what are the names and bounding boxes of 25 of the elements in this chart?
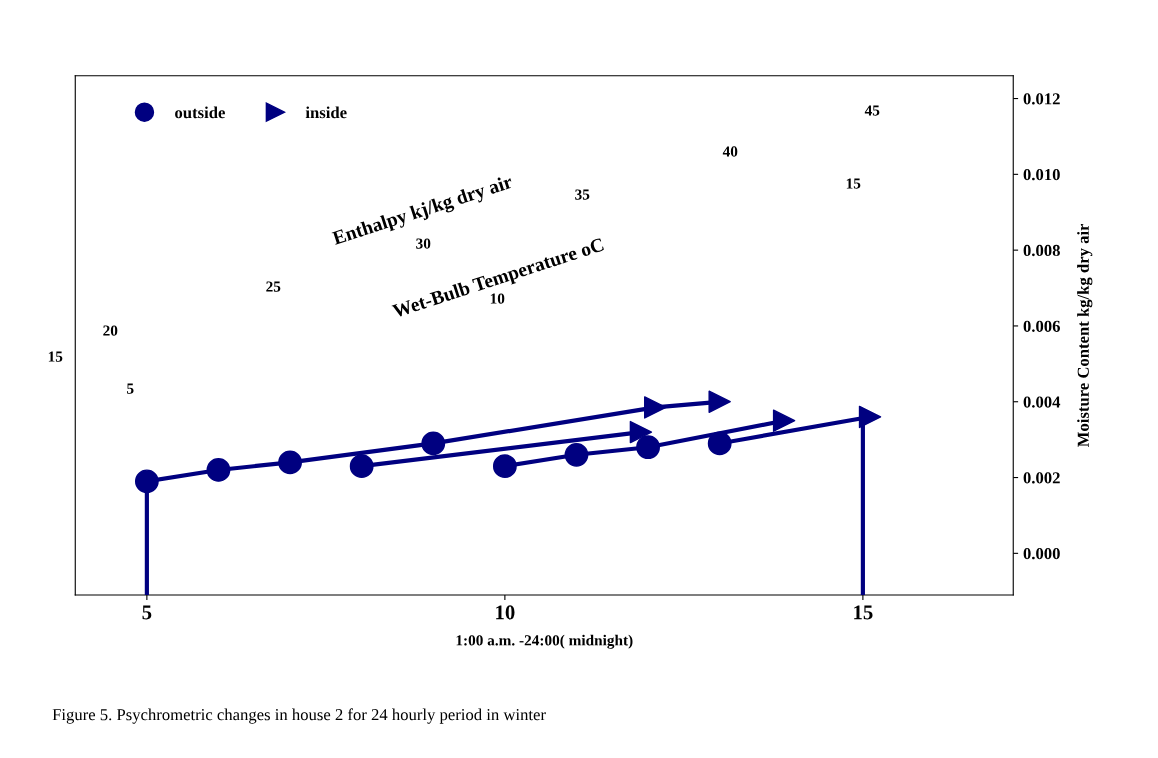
y-tick-label: 0.004 bbox=[1023, 396, 1061, 408]
y-tick-label: 0.000 bbox=[1023, 548, 1060, 560]
annotation: 40 bbox=[722, 146, 738, 157]
y-tick-label: 0.008 bbox=[1023, 244, 1060, 257]
y-tick-label: 0.010 bbox=[1023, 169, 1060, 181]
x-tick-label: 10 bbox=[496, 605, 515, 620]
annotation: 20 bbox=[103, 325, 118, 336]
x-axis-title: 1:00 a.m. -24:00( midnight) bbox=[456, 634, 633, 649]
x-tick-label: 5 bbox=[142, 605, 152, 620]
annotation: 15 bbox=[846, 178, 861, 189]
y-tick-label: 0.006 bbox=[1023, 320, 1060, 332]
annotation: 5 bbox=[127, 383, 134, 394]
annotation: 30 bbox=[416, 238, 431, 249]
caption: Figure 5. Psychrometric changes in house 2 for 24 hourly period in winter bbox=[52, 708, 546, 724]
text: 15 bbox=[48, 351, 63, 362]
legend-label: outside bbox=[175, 106, 225, 119]
annotation: 10 bbox=[490, 293, 505, 304]
annotation: 25 bbox=[266, 281, 281, 292]
x-tick-label: 15 bbox=[854, 605, 873, 620]
legend-label: inside bbox=[305, 106, 347, 119]
annotation: 35 bbox=[575, 189, 590, 200]
y-tick-label: 0.002 bbox=[1023, 472, 1060, 484]
annotation: 45 bbox=[864, 105, 880, 116]
y-tick-label: 0.012 bbox=[1023, 93, 1060, 105]
y-axis-title: Moisture Content kg/kg dry air bbox=[1077, 223, 1093, 448]
